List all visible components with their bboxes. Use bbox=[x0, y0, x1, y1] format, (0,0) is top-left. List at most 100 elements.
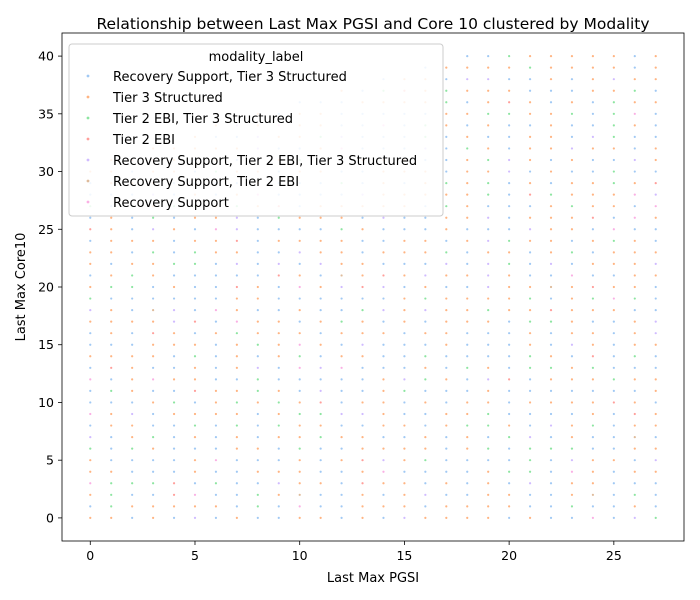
data-point bbox=[445, 124, 448, 127]
x-tick-label: 10 bbox=[292, 548, 308, 563]
legend-marker bbox=[86, 179, 90, 183]
data-point bbox=[382, 435, 385, 439]
data-point bbox=[319, 505, 322, 508]
data-point bbox=[89, 366, 92, 369]
data-point bbox=[466, 66, 469, 69]
y-tick-label: 30 bbox=[38, 164, 54, 179]
data-point bbox=[193, 378, 197, 381]
data-point bbox=[633, 355, 636, 358]
data-point bbox=[633, 147, 636, 150]
data-point bbox=[445, 181, 448, 185]
data-point bbox=[466, 205, 469, 208]
data-point bbox=[612, 158, 615, 162]
data-point bbox=[612, 355, 615, 358]
data-point bbox=[508, 343, 511, 346]
data-point bbox=[591, 505, 594, 508]
data-point bbox=[570, 239, 574, 242]
data-point bbox=[131, 447, 134, 450]
data-point bbox=[591, 297, 594, 300]
data-point bbox=[570, 447, 574, 450]
data-point bbox=[340, 424, 343, 427]
data-point bbox=[445, 343, 448, 346]
data-point bbox=[382, 297, 385, 300]
data-point bbox=[235, 285, 238, 289]
data-point bbox=[214, 332, 218, 335]
data-point bbox=[89, 297, 92, 300]
data-point bbox=[382, 308, 385, 312]
data-point bbox=[89, 493, 92, 496]
data-point bbox=[172, 251, 176, 254]
data-point bbox=[277, 251, 280, 254]
x-tick-label: 25 bbox=[606, 548, 622, 563]
data-point bbox=[256, 308, 259, 312]
data-point bbox=[549, 181, 553, 185]
data-point bbox=[633, 482, 636, 485]
data-point bbox=[445, 378, 448, 381]
data-point bbox=[633, 66, 636, 69]
data-point bbox=[591, 378, 594, 381]
data-point bbox=[612, 378, 615, 381]
data-point bbox=[633, 435, 636, 439]
data-point bbox=[214, 366, 218, 369]
data-point bbox=[152, 216, 155, 219]
data-point bbox=[214, 251, 218, 254]
data-point bbox=[466, 435, 469, 439]
data-point bbox=[89, 447, 92, 450]
data-point bbox=[172, 320, 176, 323]
data-point bbox=[487, 193, 490, 196]
data-point bbox=[277, 470, 280, 473]
data-point bbox=[340, 493, 343, 496]
data-point bbox=[466, 54, 469, 58]
data-point bbox=[277, 239, 280, 242]
data-point bbox=[508, 401, 511, 404]
data-point bbox=[361, 412, 364, 416]
data-point bbox=[591, 251, 594, 254]
data-point bbox=[319, 216, 322, 219]
data-point bbox=[633, 124, 636, 127]
data-point bbox=[89, 239, 92, 242]
data-point bbox=[131, 297, 134, 300]
data-point bbox=[152, 228, 155, 231]
legend: modality_label Recovery Support, Tier 3 … bbox=[68, 43, 444, 217]
data-point bbox=[172, 274, 176, 277]
data-point bbox=[528, 355, 532, 358]
data-point bbox=[298, 389, 301, 393]
data-point bbox=[445, 320, 448, 323]
data-point bbox=[152, 401, 155, 404]
data-point bbox=[131, 355, 134, 358]
data-point bbox=[633, 516, 636, 520]
data-point bbox=[445, 274, 448, 277]
data-point bbox=[508, 482, 511, 485]
data-point bbox=[172, 216, 176, 219]
data-point bbox=[277, 447, 280, 450]
data-point bbox=[528, 505, 532, 508]
data-point bbox=[549, 482, 553, 485]
data-point bbox=[277, 459, 280, 462]
data-point bbox=[612, 401, 615, 404]
data-point bbox=[570, 412, 574, 416]
data-point bbox=[466, 505, 469, 508]
data-point bbox=[89, 308, 92, 312]
data-point bbox=[361, 216, 364, 219]
data-point bbox=[193, 412, 197, 416]
data-point bbox=[403, 239, 406, 242]
legend-label: Tier 2 EBI, Tier 3 Structured bbox=[112, 112, 293, 127]
data-point bbox=[591, 158, 594, 162]
data-point bbox=[654, 459, 657, 462]
data-point bbox=[466, 332, 469, 335]
data-point bbox=[654, 285, 657, 289]
data-point bbox=[508, 66, 511, 69]
x-tick-label: 5 bbox=[191, 548, 199, 563]
data-point bbox=[508, 459, 511, 462]
data-point bbox=[612, 308, 615, 312]
data-point bbox=[403, 355, 406, 358]
data-point bbox=[654, 435, 657, 439]
data-point bbox=[277, 424, 280, 427]
data-point bbox=[528, 482, 532, 485]
data-point bbox=[152, 470, 155, 473]
data-point bbox=[256, 505, 259, 508]
data-point bbox=[445, 262, 448, 266]
data-point bbox=[466, 89, 469, 92]
data-point bbox=[570, 274, 574, 277]
data-point bbox=[152, 262, 155, 266]
